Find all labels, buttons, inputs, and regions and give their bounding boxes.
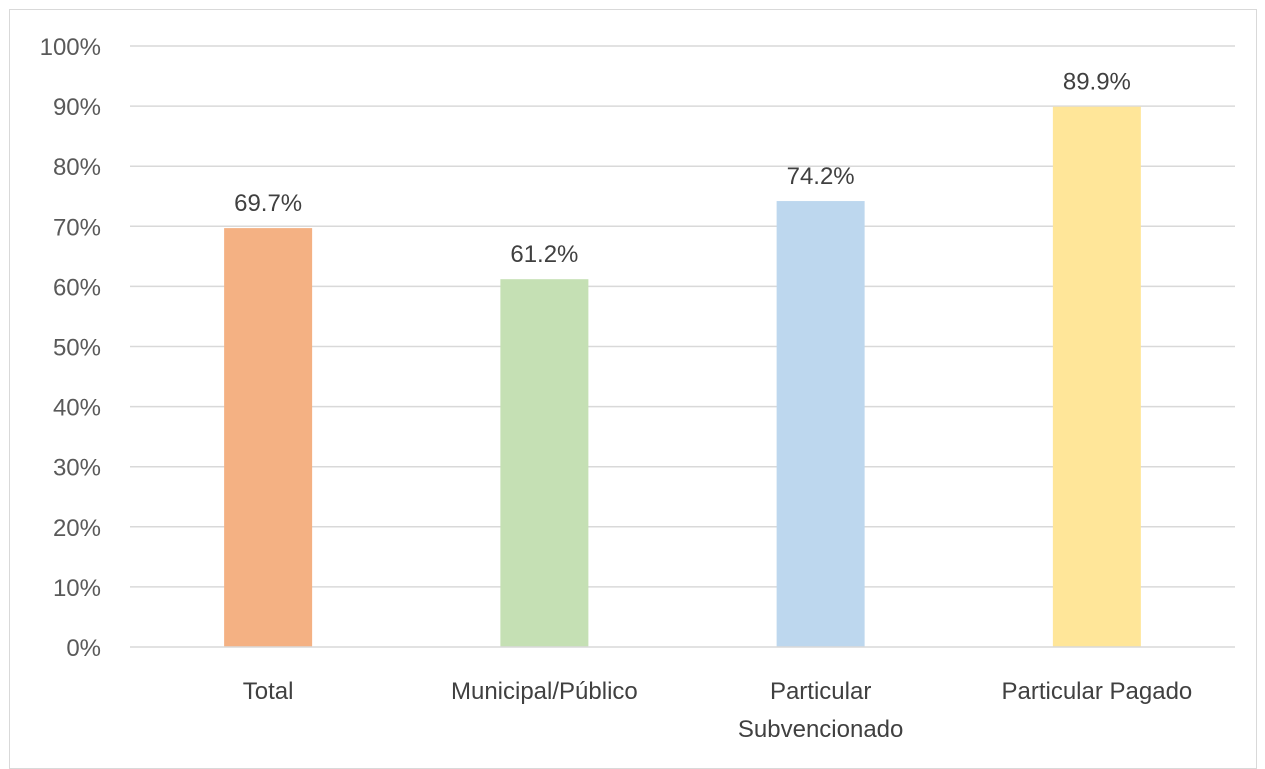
y-tick-label: 70% [53, 214, 101, 241]
y-tick-label: 20% [53, 515, 101, 542]
x-axis-category-labels: Total Municipal/Público Particular Subvenci… [243, 678, 1192, 743]
y-tick-label: 10% [53, 575, 101, 602]
data-label: 74.2% [787, 163, 855, 190]
category-label-line: Municipal/Público [451, 678, 638, 705]
bar [776, 201, 865, 648]
data-label: 89.9% [1063, 69, 1131, 96]
bars [224, 106, 1141, 648]
y-tick-label: 60% [53, 274, 101, 301]
data-label: 69.7% [234, 190, 302, 217]
category-label: Particular Pagado [1001, 678, 1192, 705]
category-label-line: Particular [770, 678, 871, 705]
chart-frame [9, 9, 1257, 769]
category-label: Total [243, 678, 294, 705]
y-tick-label: 0% [66, 635, 101, 662]
category-label-line: Total [243, 678, 294, 705]
y-tick-label: 100% [40, 34, 101, 61]
y-tick-label: 90% [53, 94, 101, 121]
data-labels: 69.7% 61.2% 74.2% 89.9% [234, 69, 1131, 268]
category-label-line: Particular Pagado [1001, 678, 1192, 705]
category-label: Particular Subvencionado [738, 678, 903, 743]
y-tick-label: 40% [53, 395, 101, 422]
y-tick-label: 50% [53, 335, 101, 362]
gridlines [130, 45, 1235, 588]
data-label: 61.2% [510, 241, 578, 268]
y-tick-label: 30% [53, 455, 101, 482]
category-label: Municipal/Público [451, 678, 638, 705]
bar [224, 228, 313, 647]
y-tick-label: 80% [53, 154, 101, 181]
y-axis-tick-labels: 0% 10% 20% 30% 40% 50% 60% 70% 80% 90% 100% [40, 34, 101, 662]
bar [1052, 106, 1141, 648]
bar [500, 279, 589, 647]
category-label-line: Subvencionado [738, 716, 903, 743]
